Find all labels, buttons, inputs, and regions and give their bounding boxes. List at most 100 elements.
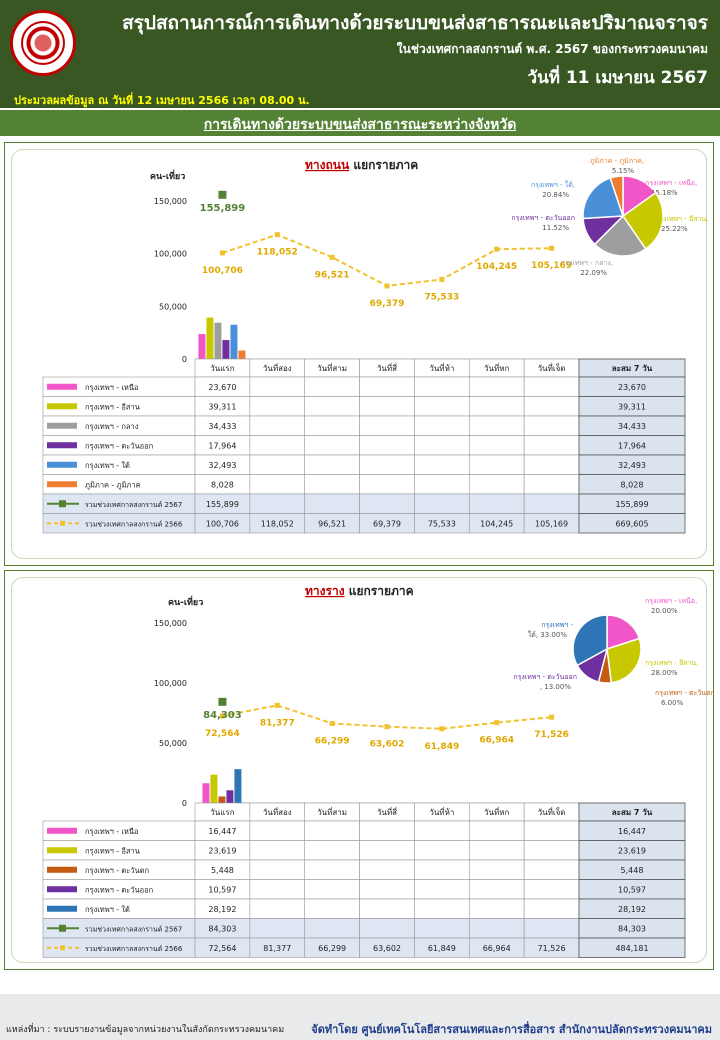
table-cell (468, 493, 525, 514)
data-processed-note: ประมวลผลข้อมูล ณ วันที่ 12 เมษายน 2566 เ… (14, 94, 310, 107)
table-value: 10,597 (208, 885, 236, 894)
total-cell (578, 937, 686, 958)
table-value: 32,493 (208, 461, 236, 470)
table-cell (304, 879, 360, 900)
chart-title-mode: ทางถนน (305, 158, 350, 172)
table-cell (468, 396, 525, 417)
pie-slice-central (593, 214, 647, 257)
chart-title: ทางราง แยกรายภาค (305, 584, 414, 598)
table-cell (414, 435, 470, 456)
table-cell (468, 454, 525, 475)
legend-swatch-northeast (47, 847, 77, 854)
pie-slice-south_alt (572, 614, 608, 667)
y-tick-label: 150,000 (154, 619, 187, 628)
table-cell (523, 918, 580, 939)
total-header: ละสม 7 วัน (612, 808, 653, 817)
legend-label: รวมช่วงเทศกาลสงกรานต์ 2567 (85, 925, 182, 933)
table-cell (359, 376, 415, 397)
table-cell (414, 493, 470, 514)
table-cell (304, 918, 360, 939)
legend-swatch-region (47, 481, 77, 488)
table-cell (359, 435, 415, 456)
total-value: 5,448 (621, 866, 644, 875)
table-cell (468, 415, 525, 436)
report-subtitle: ในช่วงเทศกาลสงกรานต์ พ.ศ. 2567 ของกระทรว… (396, 42, 708, 56)
road-panel: ทางถนน แยกรายภาค คน-เที่ยว 0 50,000 100,000 1… (4, 142, 714, 566)
legend-label: กรุงเทพฯ - ตะวันออก (85, 885, 153, 894)
pie-label: กรุงเทพฯ - ตะวันตก, (655, 689, 713, 697)
point-2566 (549, 245, 555, 251)
total-value: 23,670 (618, 383, 646, 392)
chart-title-rest: แยกรายภาค (345, 584, 414, 598)
bar-northeast (210, 774, 218, 803)
pie-slice-northeast (621, 191, 664, 250)
bar-south (230, 324, 238, 359)
table-cell (359, 918, 415, 939)
category-label: วันที่หก (484, 362, 510, 373)
table-cell (468, 879, 525, 900)
table-value: 16,447 (208, 827, 236, 836)
table-cell (523, 859, 580, 880)
table-value: 100,706 (206, 519, 239, 528)
table-cell (468, 859, 525, 880)
table-value: 69,379 (373, 519, 401, 528)
legend-label: กรุงเทพฯ - ใต้ (85, 461, 130, 470)
table-cell (359, 879, 415, 900)
point-2566 (439, 726, 445, 732)
total-value: 32,493 (618, 461, 646, 470)
bar-north (202, 783, 210, 803)
total-value: 484,181 (615, 944, 648, 953)
report-title: สรุปสถานการณ์การเดินทางด้วยระบบขนส่งสาธา… (122, 12, 708, 34)
table-cell (304, 454, 360, 475)
category-label: วันที่หก (484, 806, 510, 817)
table-cell (414, 898, 470, 919)
footer: แหล่งที่มา : ระบบรายงานข้อมูลจากหน่วยงาน… (0, 994, 720, 1040)
table-value: 84,303 (208, 924, 236, 933)
pie-label: กรุงเทพฯ - อีสาน, (655, 215, 708, 223)
data-label-2566: 100,706 (202, 266, 243, 276)
legend-swatch-north (47, 827, 77, 834)
total-value: 84,303 (618, 924, 646, 933)
section-bar: การเดินทางด้วยระบบขนส่งสาธารณะระหว่างจัง… (0, 108, 720, 136)
total-header: ละสม 7 วัน (612, 364, 653, 373)
point-2566 (274, 702, 280, 708)
table-cell (414, 918, 470, 939)
point-2566 (329, 720, 335, 726)
table-cell (359, 859, 415, 880)
table-cell (359, 454, 415, 475)
pie-pct: 22.09% (580, 269, 607, 277)
bar-west (218, 796, 226, 803)
table-value: 96,521 (318, 519, 346, 528)
table-value: 66,964 (483, 944, 511, 953)
point-2566 (219, 713, 225, 719)
bar-north (198, 334, 206, 359)
legend-label: กรุงเทพฯ - อีสาน (85, 402, 140, 411)
table-cell (414, 820, 470, 841)
table-value: 17,964 (208, 441, 236, 450)
legend-label: ภูมิภาค - ภูมิภาค (85, 480, 141, 489)
category-label: วันที่สี่ (377, 806, 397, 817)
legend-swatch-south (47, 461, 77, 468)
bar-south_alt (234, 769, 242, 803)
y-tick-label: 50,000 (159, 302, 187, 311)
total-value: 669,605 (615, 519, 648, 528)
legend-swatch-northeast (47, 403, 77, 410)
table-cell (249, 376, 306, 397)
total-value: 28,192 (618, 905, 646, 914)
table-value: 23,670 (208, 383, 236, 392)
bar-east (226, 790, 234, 803)
table-cell (523, 415, 580, 436)
table-value: 39,311 (208, 402, 236, 411)
pie-slice-northeast (606, 637, 642, 684)
table-value: 105,169 (535, 519, 568, 528)
table-value: 71,526 (538, 944, 566, 953)
table-cell (249, 435, 306, 456)
table-cell (304, 415, 360, 436)
data-label-2566: 66,299 (315, 736, 350, 746)
point-2566 (329, 254, 335, 260)
table-cell (304, 493, 360, 514)
table-cell (359, 493, 415, 514)
table-cell (249, 840, 306, 861)
legend-swatch-east (47, 886, 77, 893)
table-cell (523, 435, 580, 456)
